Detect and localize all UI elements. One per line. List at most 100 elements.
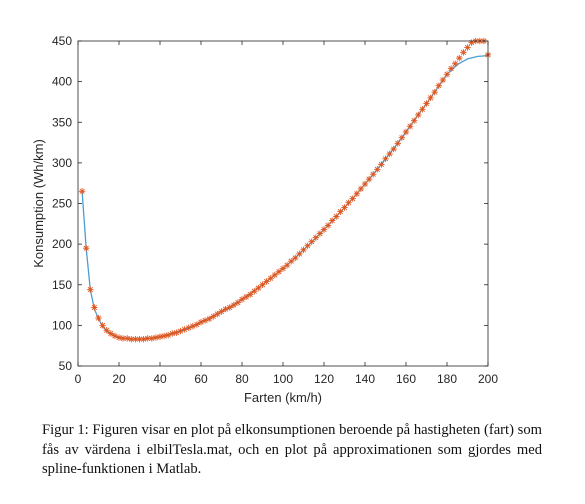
y-axis-ticks: 50 100 150 200 250 300 350 400 450	[52, 34, 488, 373]
data-point-marker	[382, 155, 389, 163]
plot-area-background	[78, 41, 488, 366]
data-point-marker	[378, 161, 385, 168]
data-point-marker	[267, 275, 274, 282]
data-point-marker	[95, 314, 102, 322]
x-tick-label: 100	[273, 372, 293, 386]
data-point-marker	[107, 330, 114, 337]
x-tick-label: 80	[235, 372, 249, 386]
data-point-marker	[353, 190, 360, 197]
data-point-marker	[99, 322, 106, 329]
data-point-marker	[234, 299, 242, 306]
data-point-marker	[247, 291, 254, 298]
data-point-marker	[255, 284, 262, 292]
data-point-marker	[288, 257, 295, 265]
data-point-marker	[292, 254, 299, 262]
data-point-marker	[411, 117, 418, 124]
consumption-chart: 0 20 40 60 80 100 120 140 160 180 200 50 100 150 200 2…	[31, 34, 498, 405]
data-point-marker	[423, 100, 430, 107]
y-tick-label: 450	[52, 34, 72, 48]
data-point-marker	[349, 195, 356, 202]
data-point-marker	[341, 204, 348, 211]
y-tick-label: 400	[52, 75, 72, 89]
x-axis-label: Farten (km/h)	[244, 390, 322, 405]
x-tick-label: 60	[194, 372, 208, 386]
data-point-marker	[300, 246, 307, 254]
data-point-marker	[435, 82, 442, 89]
data-point-marker	[169, 330, 176, 337]
data-point-marker	[144, 335, 151, 342]
x-tick-label: 40	[153, 372, 167, 386]
data-point-marker	[124, 335, 131, 342]
data-point-marker	[394, 140, 401, 147]
data-point-marker	[386, 150, 393, 158]
x-axis-ticks: 0 20 40 60 80 100 120 140 160 180 200	[75, 41, 498, 386]
y-tick-label: 300	[52, 156, 72, 170]
data-point-marker	[345, 199, 352, 206]
data-point-marker	[402, 128, 410, 136]
data-point-marker	[263, 278, 270, 285]
data-point-marker	[333, 213, 340, 220]
data-point-marker	[271, 271, 278, 279]
x-tick-label: 180	[437, 372, 457, 386]
data-point-marker	[398, 134, 406, 141]
data-point-marker	[357, 185, 365, 193]
data-point-marker	[308, 238, 315, 245]
data-point-marker	[283, 262, 291, 269]
y-tick-label: 350	[52, 115, 72, 129]
data-point-marker	[447, 65, 455, 72]
data-point-marker	[87, 286, 94, 293]
data-point-marker	[329, 217, 336, 224]
data-point-marker	[427, 94, 434, 102]
data-point-marker	[160, 332, 168, 340]
data-point-marker	[361, 180, 369, 188]
x-tick-label: 160	[396, 372, 416, 386]
data-point-marker	[83, 244, 90, 252]
data-point-marker	[415, 111, 422, 119]
data-point-marker	[103, 327, 110, 334]
data-point-marker	[443, 71, 451, 78]
data-point-marker	[312, 234, 319, 241]
data-point-marker	[324, 222, 332, 229]
y-tick-label: 250	[52, 197, 72, 211]
x-tick-label: 0	[75, 372, 82, 386]
data-point-marker	[304, 242, 311, 249]
data-point-marker	[406, 123, 414, 130]
data-point-marker	[156, 333, 164, 340]
data-point-marker	[296, 250, 303, 258]
data-point-marker	[439, 76, 447, 84]
data-point-marker	[197, 318, 205, 326]
data-point-marker	[152, 334, 160, 341]
data-point-marker	[320, 226, 328, 233]
data-point-marker	[136, 335, 143, 343]
data-point-marker	[370, 171, 377, 178]
plot-marks	[78, 37, 492, 343]
data-point-marker	[316, 230, 324, 237]
y-axis-label: Konsumption (Wh/km)	[31, 139, 46, 268]
data-point-marker	[279, 265, 287, 272]
data-point-marker	[456, 54, 463, 62]
x-tick-label: 200	[478, 372, 498, 386]
figure-caption: Figur 1: Figuren visar en plot på elkons…	[42, 422, 542, 477]
data-point-marker	[91, 304, 98, 311]
y-tick-label: 200	[52, 237, 72, 251]
data-point-marker	[337, 208, 344, 215]
y-tick-label: 150	[52, 278, 72, 292]
data-point-marker	[419, 106, 426, 113]
data-point-marker	[431, 88, 438, 96]
y-tick-label: 100	[52, 318, 72, 332]
data-point-marker	[259, 281, 266, 288]
data-point-marker	[251, 288, 258, 295]
x-tick-label: 140	[355, 372, 375, 386]
data-point-marker	[464, 44, 471, 51]
data-point-marker	[390, 145, 397, 153]
data-point-marker	[115, 334, 123, 341]
data-point-marker	[230, 301, 237, 309]
data-point-marker	[238, 296, 246, 303]
data-point-marker	[365, 175, 373, 183]
data-point-marker	[140, 335, 147, 343]
data-point-marker	[374, 166, 381, 173]
data-point-marker	[275, 268, 283, 275]
data-point-marker	[128, 335, 135, 343]
x-tick-label: 120	[314, 372, 334, 386]
x-tick-label: 20	[112, 372, 126, 386]
